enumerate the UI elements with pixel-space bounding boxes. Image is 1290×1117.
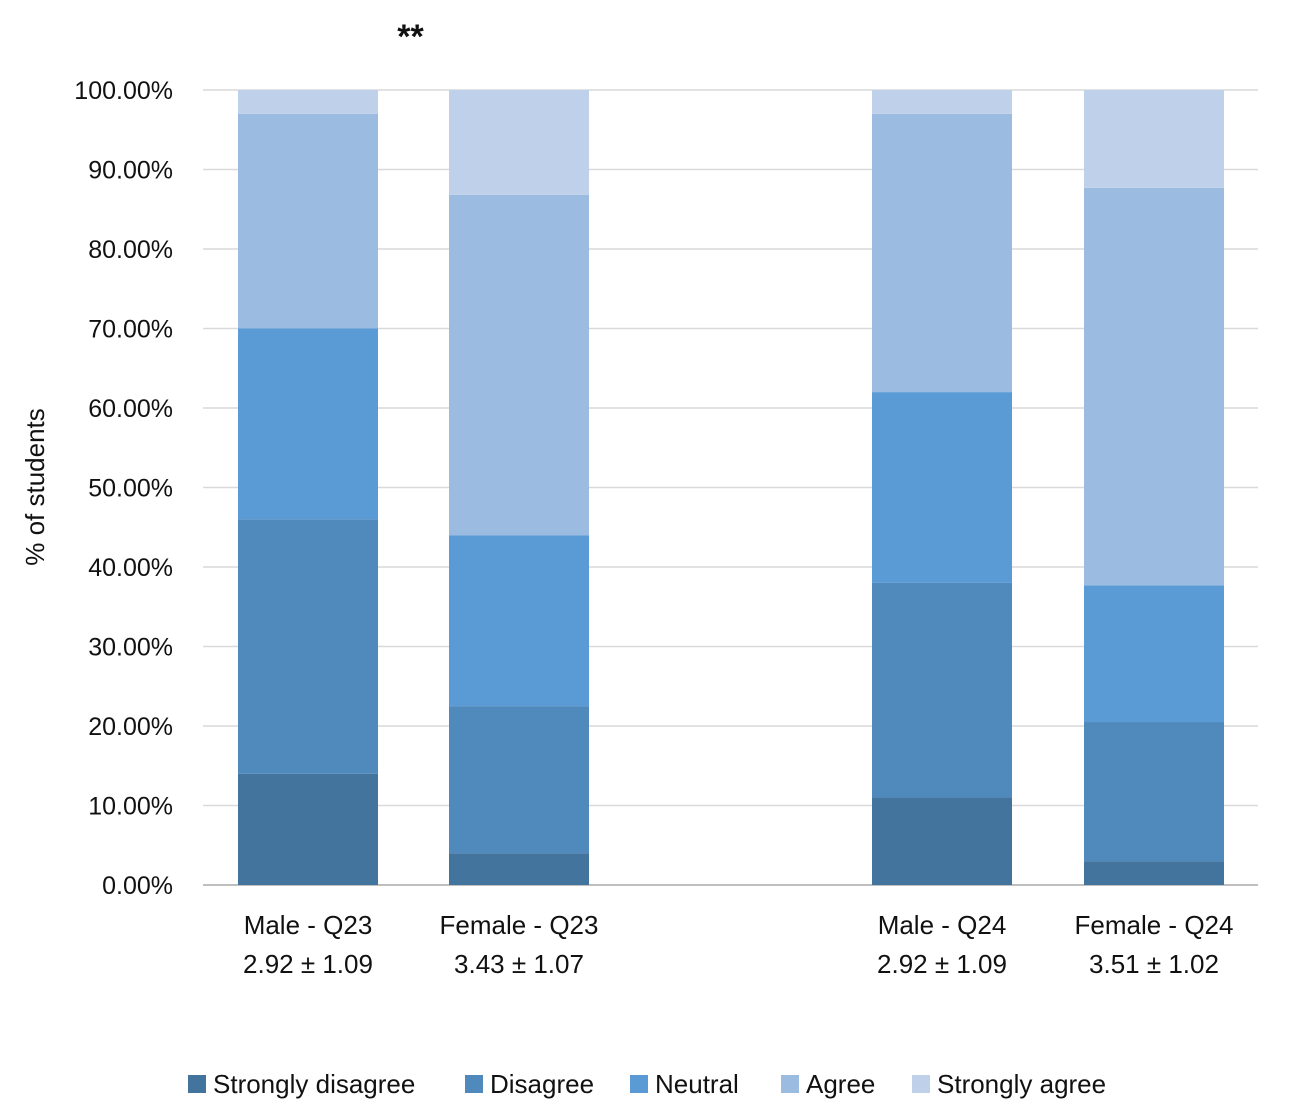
- x-category-label: Male - Q23: [244, 910, 373, 940]
- bar-stack: [449, 90, 589, 885]
- gridlines: [203, 89, 1258, 886]
- bar-stack: [1084, 90, 1224, 885]
- legend-swatch: [781, 1075, 799, 1093]
- bar-segment-strongly-agree: [1084, 90, 1224, 188]
- y-tick-label: 0.00%: [102, 872, 173, 900]
- bar-stack: [872, 90, 1012, 885]
- bars: [238, 90, 1224, 885]
- y-tick-label: 50.00%: [88, 475, 173, 503]
- x-category-stat: 2.92 ± 1.09: [877, 949, 1007, 979]
- legend-item-neutral[interactable]: Neutral: [630, 1069, 739, 1099]
- bar-segment-strongly-disagree: [872, 797, 1012, 885]
- bar-segment-neutral: [1084, 585, 1224, 723]
- bar-segment-strongly-disagree: [238, 773, 378, 885]
- y-tick-label: 90.00%: [88, 157, 173, 185]
- bar-segment-strongly-disagree: [449, 853, 589, 885]
- x-category-label: Female - Q23: [440, 910, 599, 940]
- x-category-stat: 3.51 ± 1.02: [1089, 949, 1219, 979]
- bar-segment-agree: [238, 113, 378, 329]
- legend-label: Strongly disagree: [213, 1069, 415, 1099]
- bar-segment-neutral: [238, 328, 378, 520]
- legend-label: Agree: [806, 1069, 875, 1099]
- y-axis-ticks: 0.00% 10.00% 20.00% 30.00% 40.00% 50.00% 60.00…: [74, 77, 173, 900]
- legend-label: Strongly agree: [937, 1069, 1106, 1099]
- y-tick-label: 70.00%: [88, 316, 173, 344]
- y-tick-label: 10.00%: [88, 793, 173, 821]
- bar-segment-agree: [872, 113, 1012, 393]
- x-category-label: Male - Q24: [878, 910, 1007, 940]
- y-tick-label: 60.00%: [88, 395, 173, 423]
- y-axis-title: % of students: [20, 408, 50, 566]
- legend-item-agree[interactable]: Agree: [781, 1069, 875, 1099]
- bar-segment-disagree: [872, 582, 1012, 798]
- bar-segment-disagree: [238, 519, 378, 774]
- x-axis-labels: Male - Q23 2.92 ± 1.09 Female - Q23 3.43 ± …: [243, 910, 1233, 979]
- bar-segment-strongly-agree: [449, 90, 589, 195]
- annotations: **: [397, 18, 424, 56]
- legend-swatch: [465, 1075, 483, 1093]
- legend-item-strongly-disagree[interactable]: Strongly disagree: [188, 1069, 415, 1099]
- y-tick-label: 40.00%: [88, 554, 173, 582]
- x-category-label: Female - Q24: [1075, 910, 1234, 940]
- y-tick-label: 100.00%: [74, 77, 173, 105]
- y-tick-label: 80.00%: [88, 236, 173, 264]
- bar-segment-strongly-agree: [238, 90, 378, 114]
- bar-segment-neutral: [449, 535, 589, 707]
- bar-segment-disagree: [1084, 722, 1224, 862]
- bar-segment-strongly-agree: [872, 90, 1012, 114]
- legend-swatch: [912, 1075, 930, 1093]
- legend[interactable]: Strongly disagree Disagree Neutral Agree Str…: [188, 1069, 1106, 1099]
- bar-segment-agree: [449, 194, 589, 536]
- legend-item-disagree[interactable]: Disagree: [465, 1069, 594, 1099]
- legend-label: Neutral: [655, 1069, 739, 1099]
- x-category-stat: 2.92 ± 1.09: [243, 949, 373, 979]
- y-tick-label: 20.00%: [88, 713, 173, 741]
- bar-segment-neutral: [872, 392, 1012, 583]
- x-category-stat: 3.43 ± 1.07: [454, 949, 584, 979]
- bar-segment-disagree: [449, 706, 589, 854]
- significance-annotation: **: [397, 18, 424, 56]
- bar-stack: [238, 90, 378, 885]
- y-tick-label: 30.00%: [88, 634, 173, 662]
- legend-swatch: [188, 1075, 206, 1093]
- legend-item-strongly-agree[interactable]: Strongly agree: [912, 1069, 1106, 1099]
- legend-swatch: [630, 1075, 648, 1093]
- bar-segment-strongly-disagree: [1084, 861, 1224, 885]
- bar-segment-agree: [1084, 187, 1224, 586]
- legend-label: Disagree: [490, 1069, 594, 1099]
